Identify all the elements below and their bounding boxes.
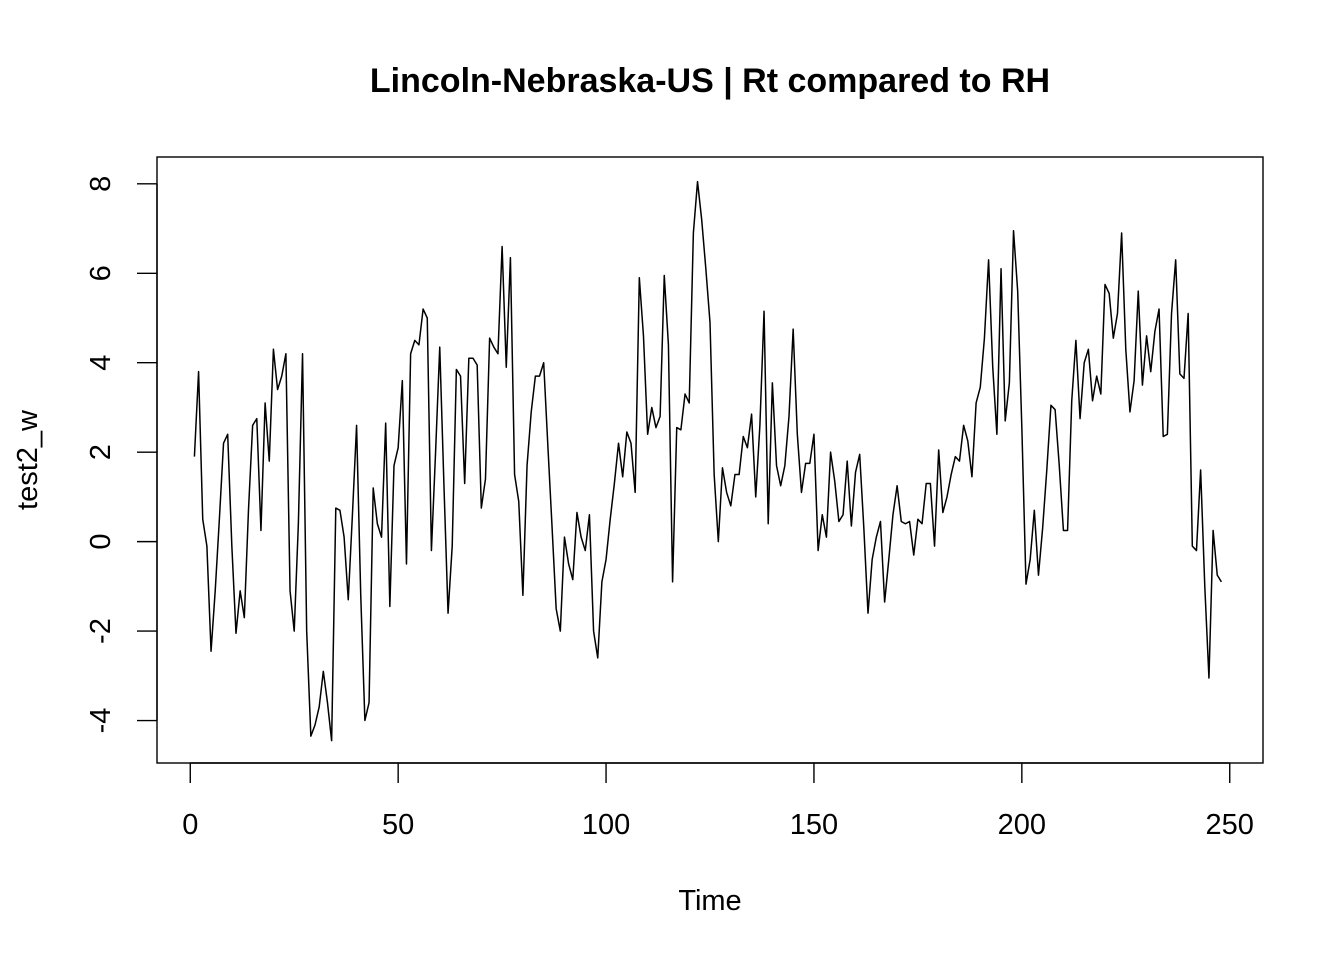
y-tick-label: 4 <box>85 355 117 371</box>
x-axis-label: Time <box>678 885 741 917</box>
y-tick-label: 2 <box>85 444 117 460</box>
y-tick-label: 8 <box>85 176 117 192</box>
y-tick-label: 6 <box>85 265 117 281</box>
x-tick-label: 50 <box>382 809 414 841</box>
x-tick-label: 100 <box>582 809 630 841</box>
y-tick-label: -2 <box>85 618 117 644</box>
y-axis: -4 -2 0 2 4 6 8 <box>85 176 158 734</box>
x-tick-label: 200 <box>998 809 1046 841</box>
chart-title: Lincoln-Nebraska-US | Rt compared to RH <box>370 62 1050 100</box>
data-points <box>193 180 1222 741</box>
y-axis-label: test2_w <box>12 409 44 510</box>
y-tick-label: 0 <box>85 534 117 550</box>
x-tick-label: 150 <box>790 809 838 841</box>
x-axis: 0 50 100 150 200 250 <box>182 762 1254 841</box>
y-tick-label: -4 <box>85 708 117 734</box>
x-tick-label: 0 <box>182 809 198 841</box>
x-tick-label: 250 <box>1206 809 1254 841</box>
series-line <box>193 180 1223 742</box>
